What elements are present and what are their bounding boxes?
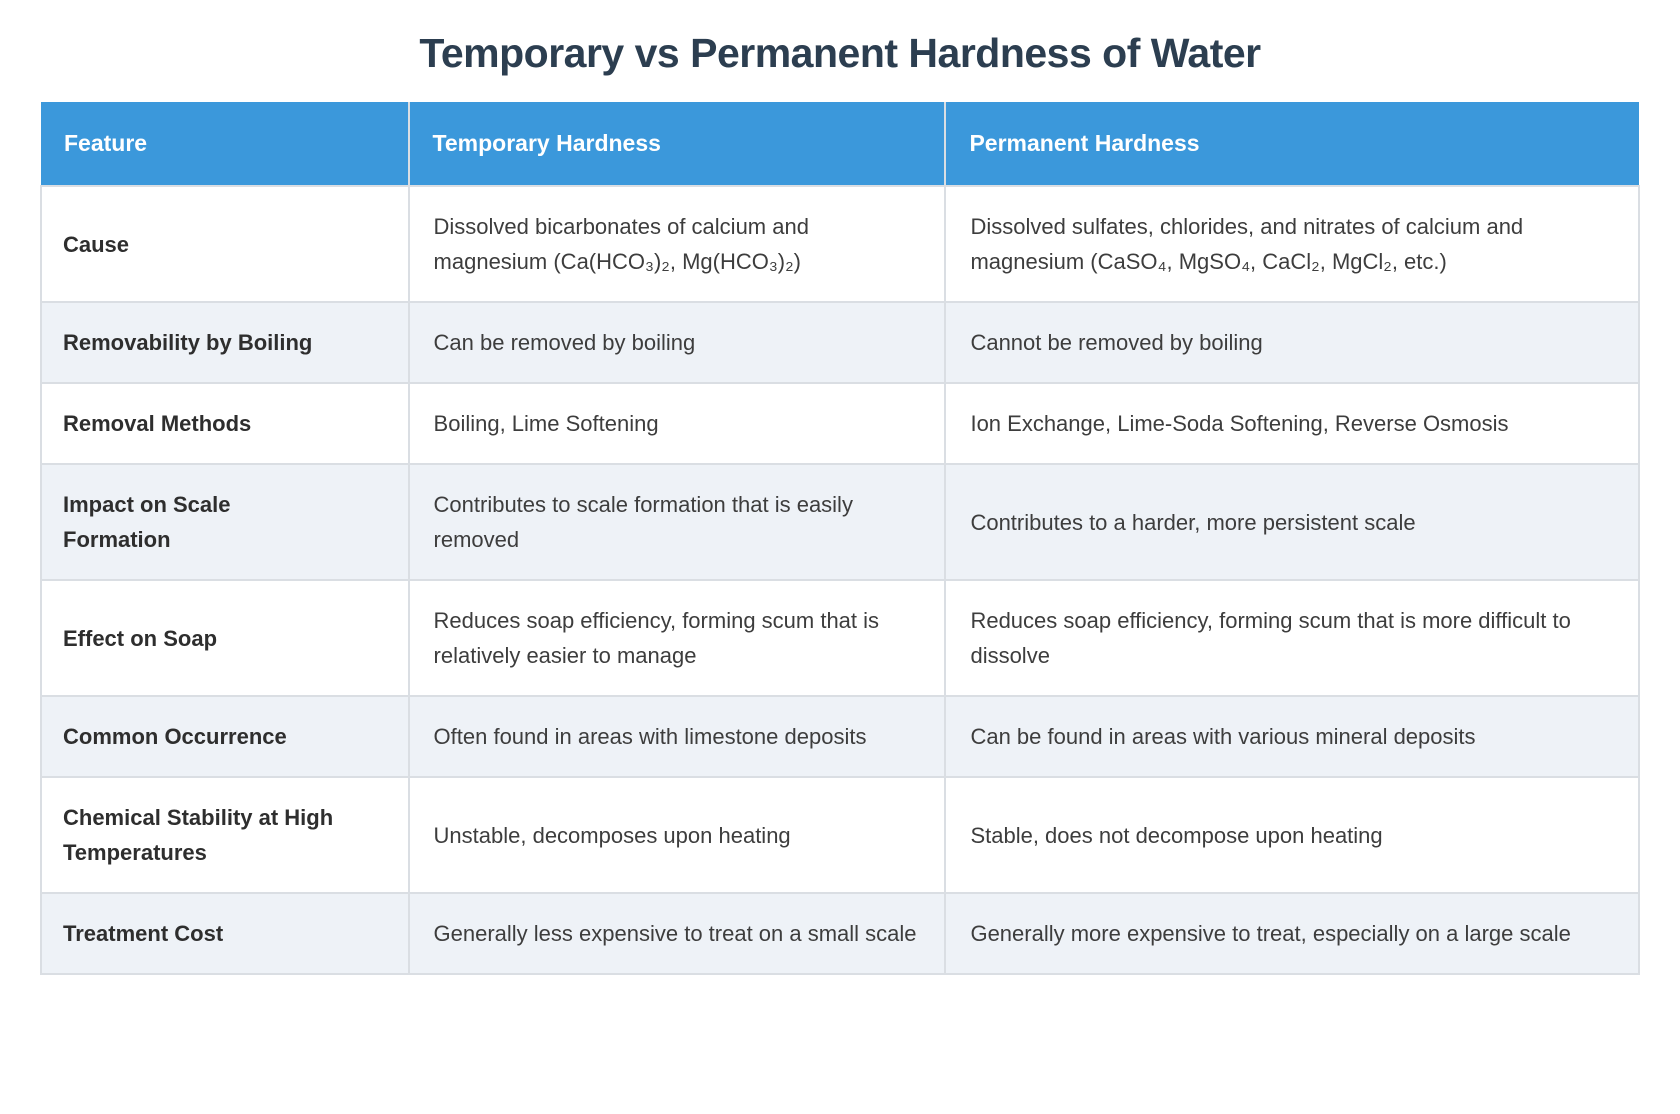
- temporary-cell: Unstable, decomposes upon heating: [407, 776, 947, 894]
- temporary-cell: Reduces soap efficiency, forming scum th…: [407, 579, 947, 697]
- temporary-cell: Can be removed by boiling: [407, 301, 947, 384]
- feature-cell: Chemical Stability at High Temperatures: [40, 776, 410, 894]
- permanent-cell: Stable, does not decompose upon heating: [944, 776, 1640, 894]
- permanent-cell: Reduces soap efficiency, forming scum th…: [944, 579, 1640, 697]
- feature-cell: Treatment Cost: [40, 892, 410, 975]
- permanent-cell: Cannot be removed by boiling: [944, 301, 1640, 384]
- temporary-cell: Contributes to scale formation that is e…: [407, 463, 947, 581]
- table-row: Effect on Soap Reduces soap efficiency, …: [40, 579, 1640, 697]
- table-row: Chemical Stability at High Temperatures …: [40, 776, 1640, 894]
- temporary-cell: Often found in areas with limestone depo…: [407, 695, 947, 778]
- feature-cell: Cause: [40, 185, 410, 303]
- permanent-cell: Ion Exchange, Lime-Soda Softening, Rever…: [944, 382, 1640, 465]
- permanent-cell: Dissolved sulfates, chlorides, and nitra…: [944, 185, 1640, 303]
- table-row: Cause Dissolved bicarbonates of calcium …: [40, 185, 1640, 303]
- comparison-table: Feature Temporary Hardness Permanent Har…: [40, 102, 1640, 975]
- feature-cell: Common Occurrence: [40, 695, 410, 778]
- feature-cell: Impact on Scale Formation: [40, 463, 410, 581]
- column-header-temporary: Temporary Hardness: [407, 102, 947, 187]
- table-row: Treatment Cost Generally less expensive …: [40, 892, 1640, 975]
- table-row: Removal Methods Boiling, Lime Softening …: [40, 382, 1640, 465]
- page-title: Temporary vs Permanent Hardness of Water: [419, 30, 1261, 76]
- permanent-cell: Contributes to a harder, more persistent…: [944, 463, 1640, 581]
- temporary-cell: Boiling, Lime Softening: [407, 382, 947, 465]
- temporary-cell: Dissolved bicarbonates of calcium and ma…: [407, 185, 947, 303]
- feature-cell: Removal Methods: [40, 382, 410, 465]
- feature-cell: Effect on Soap: [40, 579, 410, 697]
- table-row: Removability by Boiling Can be removed b…: [40, 301, 1640, 384]
- table-header-row: Feature Temporary Hardness Permanent Har…: [41, 102, 1639, 187]
- permanent-cell: Generally more expensive to treat, espec…: [944, 892, 1640, 975]
- column-header-permanent: Permanent Hardness: [944, 102, 1639, 187]
- table-row: Impact on Scale Formation Contributes to…: [40, 463, 1640, 581]
- temporary-cell: Generally less expensive to treat on a s…: [407, 892, 947, 975]
- permanent-cell: Can be found in areas with various miner…: [944, 695, 1640, 778]
- table-row: Common Occurrence Often found in areas w…: [40, 695, 1640, 778]
- feature-cell: Removability by Boiling: [40, 301, 410, 384]
- column-header-feature: Feature: [41, 102, 410, 187]
